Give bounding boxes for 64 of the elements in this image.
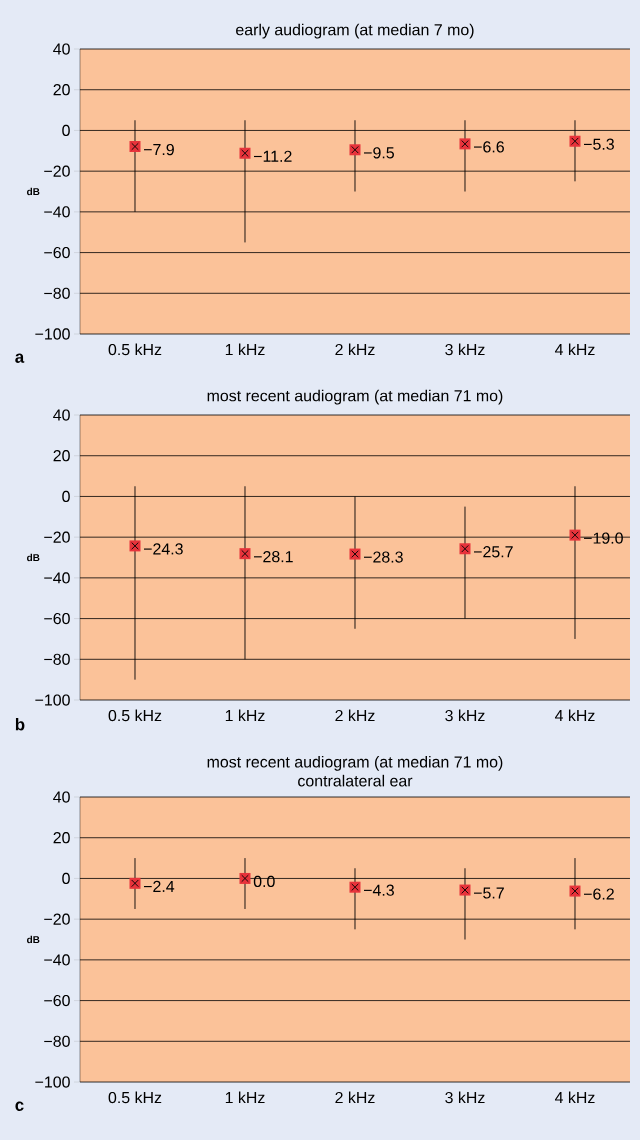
y-axis-title: dB bbox=[27, 553, 40, 562]
data-label: −4.3 bbox=[363, 884, 394, 896]
x-tick-label: 0.5 kHz bbox=[108, 1091, 162, 1104]
data-label: −6.6 bbox=[473, 141, 504, 153]
x-tick-label: 0.5 kHz bbox=[108, 709, 162, 722]
y-tick-label: −100 bbox=[35, 328, 70, 340]
y-tick-label: 20 bbox=[53, 84, 70, 96]
y-tick-label: 0 bbox=[62, 490, 70, 503]
data-label: −19.0 bbox=[583, 532, 623, 544]
y-tick-label: −80 bbox=[44, 653, 70, 665]
data-label: −25.7 bbox=[473, 546, 513, 558]
data-label: −2.4 bbox=[143, 880, 175, 892]
y-tick-label: −40 bbox=[44, 954, 70, 966]
x-tick-label: 3 kHz bbox=[445, 1091, 485, 1104]
y-tick-label: −80 bbox=[44, 1035, 70, 1047]
x-tick-label: 2 kHz bbox=[335, 709, 375, 722]
y-tick-label: 40 bbox=[53, 409, 70, 421]
y-tick-label: −40 bbox=[44, 206, 70, 218]
text: c bbox=[15, 1101, 24, 1111]
chart-title: most recent audiogram (at median 71 mo) bbox=[207, 389, 503, 405]
y-tick-label: −20 bbox=[44, 165, 70, 177]
data-label: 0.0 bbox=[253, 875, 275, 888]
x-tick-label: 2 kHz bbox=[335, 343, 375, 356]
text: b bbox=[15, 718, 25, 731]
data-label: −5.3 bbox=[583, 138, 614, 150]
y-axis-title: dB bbox=[27, 935, 40, 944]
data-label: −11.2 bbox=[253, 150, 292, 162]
y-tick-label: −20 bbox=[44, 913, 70, 925]
chart-subtitle: contralateral ear bbox=[298, 774, 413, 787]
x-tick-label: 3 kHz bbox=[445, 343, 485, 356]
y-tick-label: 20 bbox=[53, 832, 70, 844]
chart-title: most recent audiogram (at median 71 mo) bbox=[207, 755, 503, 771]
data-label: −7.9 bbox=[143, 143, 174, 156]
data-label: −6.2 bbox=[583, 888, 614, 900]
y-tick-label: 0 bbox=[62, 872, 70, 885]
y-tick-label: 40 bbox=[53, 791, 70, 803]
y-tick-label: −80 bbox=[44, 287, 70, 299]
y-tick-label: 40 bbox=[53, 43, 70, 55]
x-tick-label: 1 kHz bbox=[225, 709, 265, 722]
data-label: −5.7 bbox=[473, 887, 504, 899]
x-tick-label: 1 kHz bbox=[225, 1091, 265, 1104]
data-label: −28.1 bbox=[253, 551, 293, 563]
y-tick-label: −40 bbox=[44, 572, 70, 584]
x-tick-label: 2 kHz bbox=[335, 1091, 375, 1104]
y-axis-title: dB bbox=[27, 187, 40, 196]
y-tick-label: −20 bbox=[44, 531, 70, 543]
y-tick-label: 20 bbox=[53, 450, 70, 462]
y-tick-label: −60 bbox=[44, 246, 70, 259]
data-label: −28.3 bbox=[363, 551, 403, 563]
x-tick-label: 0.5 kHz bbox=[108, 343, 162, 356]
y-tick-label: −100 bbox=[35, 1076, 70, 1088]
x-tick-label: 3 kHz bbox=[445, 709, 485, 722]
y-tick-label: −100 bbox=[35, 694, 70, 706]
data-label: −9.5 bbox=[363, 147, 394, 159]
x-tick-label: 4 kHz bbox=[554, 343, 595, 356]
text: a bbox=[15, 353, 25, 363]
data-label: −24.3 bbox=[143, 543, 183, 555]
x-tick-label: 4 kHz bbox=[554, 709, 595, 722]
y-tick-label: −60 bbox=[44, 994, 70, 1007]
x-tick-label: 1 kHz bbox=[225, 343, 265, 356]
chart-title: early audiogram (at median 7 mo) bbox=[236, 23, 474, 39]
x-tick-label: 4 kHz bbox=[554, 1091, 595, 1104]
y-tick-label: −60 bbox=[44, 612, 70, 625]
y-tick-label: 0 bbox=[62, 124, 70, 137]
